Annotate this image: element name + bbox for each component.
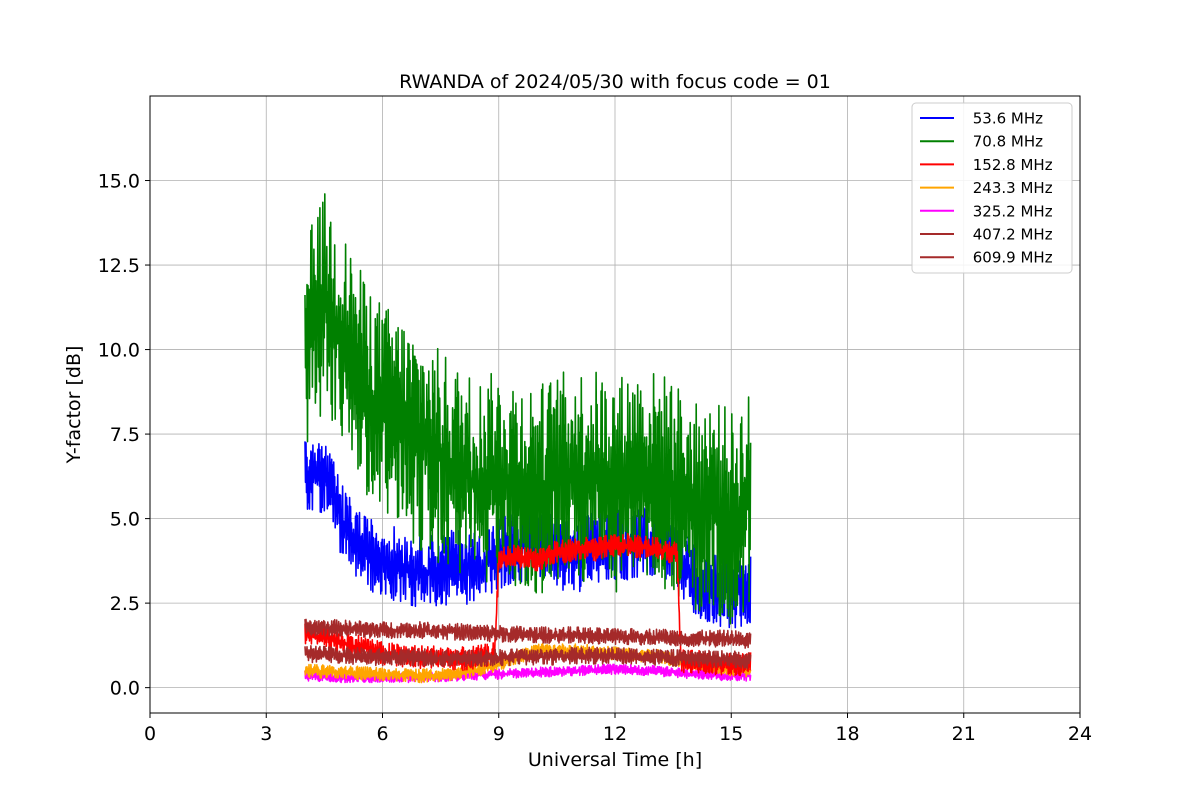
x-axis-label: Universal Time [h] xyxy=(528,749,702,771)
legend: 53.6 MHz 70.8 MHz 152.8 MHz 243.3 MHz 32… xyxy=(911,102,1073,274)
legend-box xyxy=(911,102,1073,274)
series-line xyxy=(304,193,752,625)
x-tick-label: 9 xyxy=(493,723,505,745)
series-layer xyxy=(304,193,752,684)
x-tick-label: 0 xyxy=(144,723,156,745)
y-tick-label: 0.0 xyxy=(110,678,140,700)
x-tick-label: 12 xyxy=(603,723,627,745)
y-tick-label: 5.0 xyxy=(110,509,140,531)
legend-label: 243.3 MHz xyxy=(968,179,1053,197)
series-line xyxy=(304,533,752,677)
legend-label: 53.6 MHz xyxy=(968,110,1043,128)
axes: 0 3 6 9 12 15 18 21 24 0.0 2.5 5.0 7.5 10.0 12.5 15.0 xyxy=(98,171,1092,745)
y-tick-label: 12.5 xyxy=(98,255,140,277)
y-tick-label: 7.5 xyxy=(110,424,140,446)
x-tick-label: 18 xyxy=(835,723,859,745)
x-tick-label: 6 xyxy=(376,723,388,745)
y-tick-label: 15.0 xyxy=(98,171,140,193)
x-tick-label: 24 xyxy=(1068,723,1092,745)
chart-title: RWANDA of 2024/05/30 with focus code = 0… xyxy=(399,71,831,93)
legend-label: 152.8 MHz xyxy=(968,156,1053,174)
series-line xyxy=(304,645,752,670)
legend-label: 609.9 MHz xyxy=(968,249,1053,267)
x-tick-label: 3 xyxy=(260,723,272,745)
series-line xyxy=(304,618,752,649)
legend-label: 407.2 MHz xyxy=(968,226,1053,244)
x-tick-label: 21 xyxy=(952,723,976,745)
legend-label: 325.2 MHz xyxy=(968,202,1053,220)
y-tick-label: 10.0 xyxy=(98,340,140,362)
y-tick-label: 2.5 xyxy=(110,593,140,615)
y-axis-label: Y-factor [dB] xyxy=(63,346,85,465)
x-tick-label: 15 xyxy=(719,723,743,745)
legend-label: 70.8 MHz xyxy=(968,133,1043,151)
